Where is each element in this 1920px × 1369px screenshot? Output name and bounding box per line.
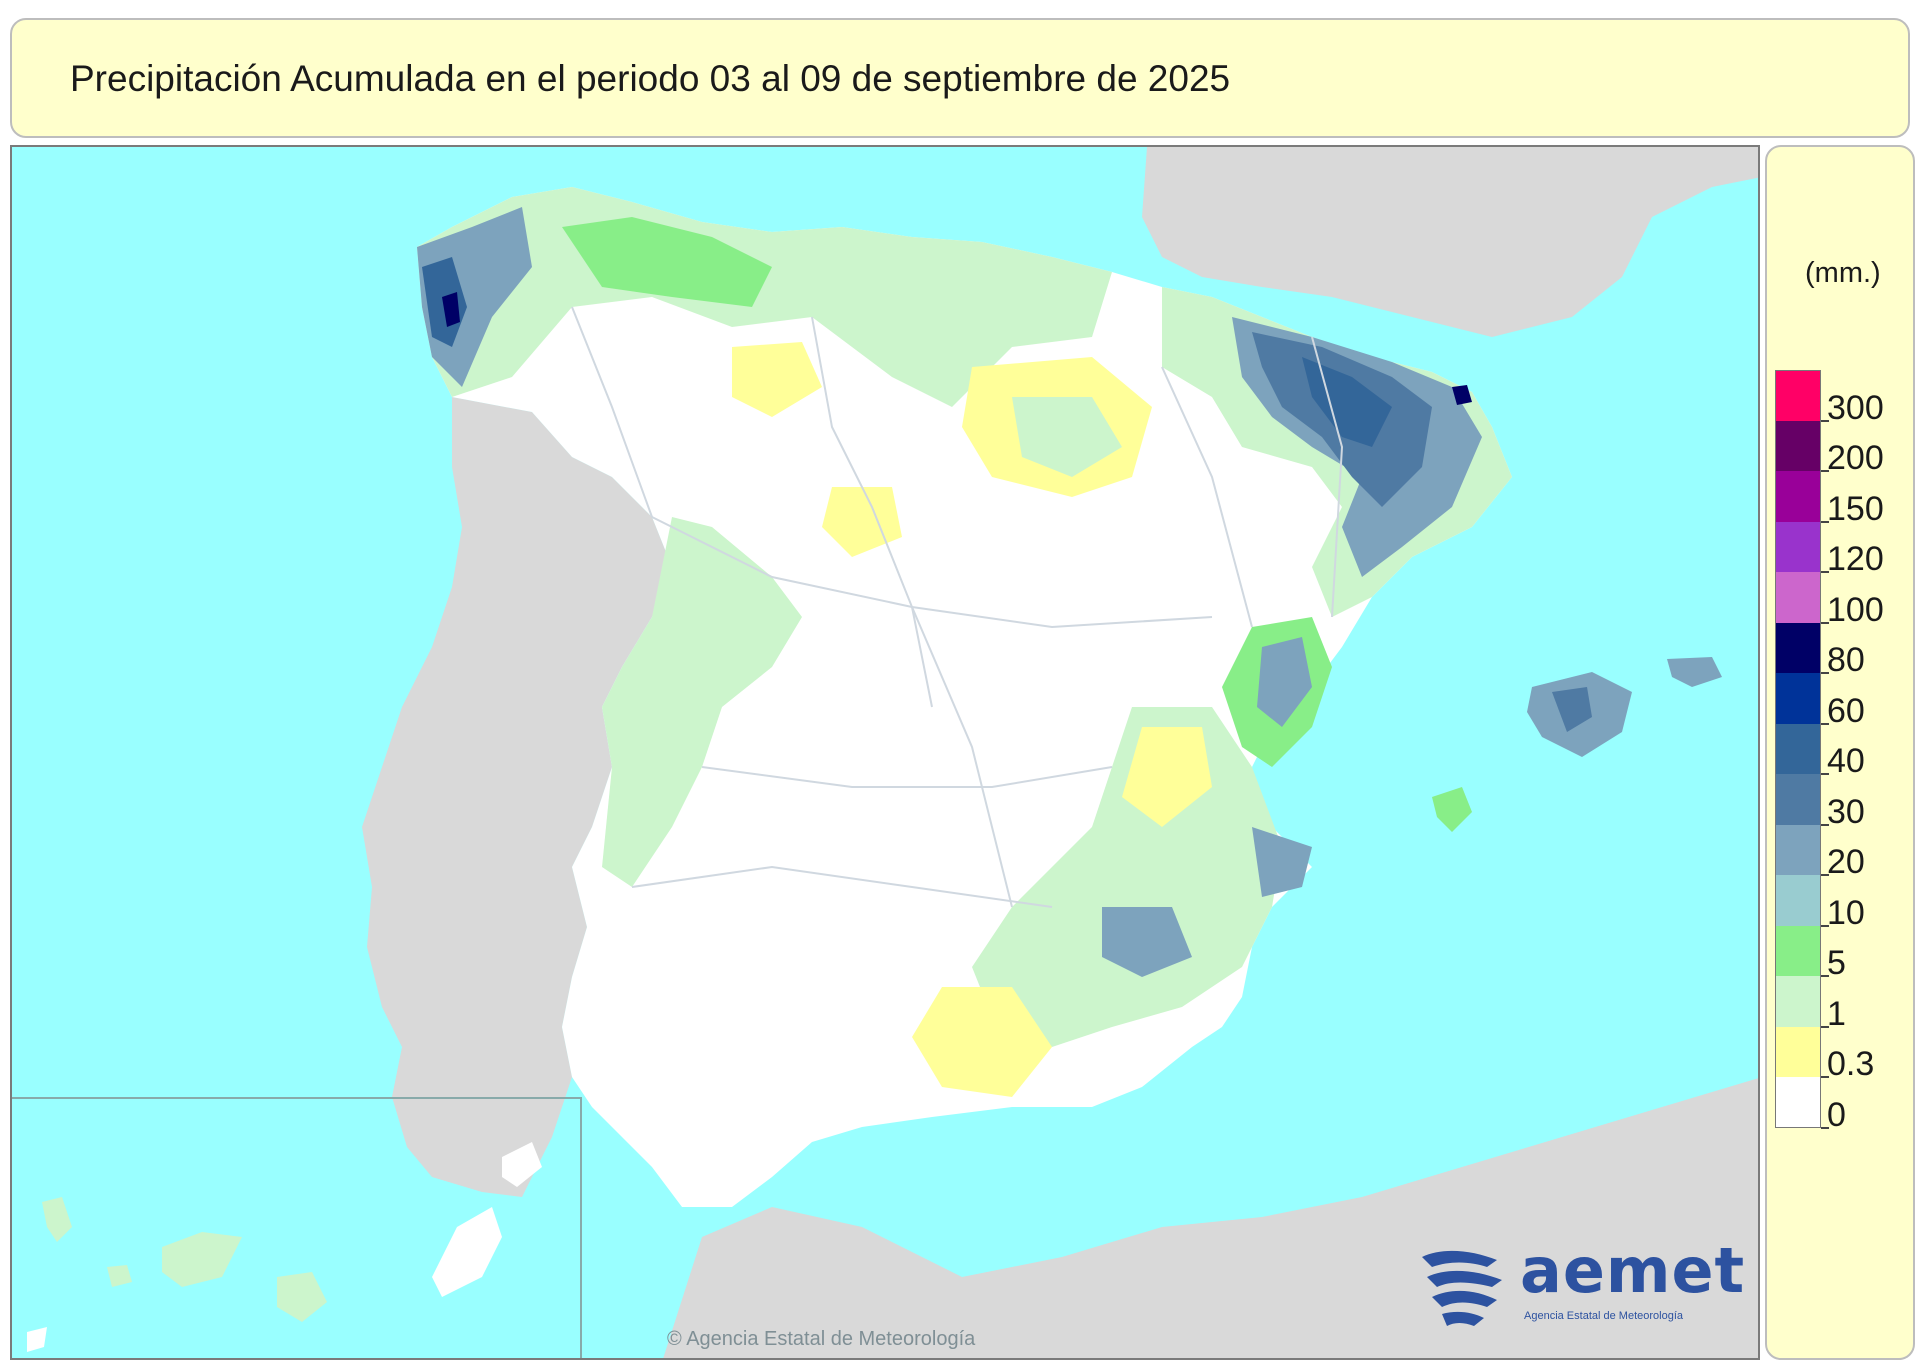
- legend-swatch: [1775, 370, 1821, 421]
- france-landmass: [1142, 147, 1758, 337]
- legend-swatch: [1775, 976, 1821, 1027]
- legend-label: 60: [1827, 691, 1865, 730]
- legend-tick: [1821, 520, 1829, 523]
- legend-tick: [1821, 571, 1829, 573]
- legend-swatch: [1775, 774, 1821, 825]
- title-bar: Precipitación Acumulada en el periodo 03…: [10, 18, 1910, 138]
- legend-swatch: [1775, 572, 1821, 623]
- zone-granada-03mm: [912, 987, 1052, 1097]
- legend-label: 100: [1827, 590, 1884, 629]
- zone-catalonia-80mm: [1452, 385, 1472, 405]
- legend-tick: [1821, 874, 1829, 876]
- legend-tick: [1821, 722, 1829, 725]
- legend-panel: (mm.) 300 200 150 120 100 80 60 40 30 20 10 5 1 0.3 0: [1765, 145, 1915, 1360]
- zone-galicia-80mm: [442, 292, 460, 327]
- legend-tick: [1821, 823, 1829, 826]
- legend-swatch: [1775, 875, 1821, 926]
- legend-tick: [1821, 975, 1829, 977]
- ibiza-island: [1432, 787, 1472, 832]
- legend-swatch: [1775, 622, 1821, 673]
- map-canvas: [12, 147, 1758, 1358]
- north-africa-landmass: [663, 1078, 1758, 1358]
- la-palma-island: [42, 1197, 72, 1242]
- legend-label: 150: [1827, 489, 1884, 528]
- legend-label: 1: [1827, 994, 1846, 1033]
- legend-label: 80: [1827, 641, 1865, 679]
- legend-swatch: [1775, 1026, 1821, 1077]
- logo-text: aemet: [1520, 1234, 1746, 1307]
- legend-swatch: [1775, 925, 1821, 976]
- zone-west-1mm: [602, 517, 802, 887]
- legend-swatch: [1775, 673, 1821, 724]
- zone-murcia-20mm: [1102, 907, 1192, 977]
- region-borders: [571, 306, 1344, 908]
- legend-label: 200: [1827, 439, 1884, 477]
- legend-label: 0: [1827, 1095, 1846, 1134]
- mallorca-30mm: [1552, 687, 1592, 732]
- zone-alicante-20mm: [1252, 827, 1312, 897]
- legend-swatch: [1775, 824, 1821, 875]
- legend-tick: [1821, 419, 1829, 422]
- legend-tick: [1821, 1076, 1829, 1078]
- legend-label: 120: [1827, 540, 1884, 578]
- legend-tick: [1821, 1025, 1829, 1028]
- copyright-text: © Agencia Estatal de Meteorología: [667, 1328, 976, 1350]
- legend-tick: [1821, 621, 1829, 624]
- legend-swatch: [1775, 723, 1821, 774]
- logo-subtitle: Agencia Estatal de Meteorología: [1524, 1310, 1683, 1322]
- precipitation-map: © Agencia Estatal de Meteorología aemet …: [10, 145, 1760, 1360]
- canary-islands-inset: [12, 1097, 582, 1358]
- zone-southeast-03mm: [1122, 727, 1212, 827]
- fuerteventura-island: [432, 1207, 502, 1297]
- legend-tick: [1821, 470, 1829, 472]
- legend-label: 40: [1827, 742, 1865, 780]
- portugal-landmass: [362, 397, 672, 1197]
- legend-label: 0.3: [1827, 1045, 1875, 1083]
- legend-label: 300: [1827, 388, 1884, 427]
- legend-swatch: [1775, 521, 1821, 572]
- zone-central-03mm: [822, 487, 902, 557]
- zone-valencia-20mm: [1257, 637, 1312, 727]
- menorca-island: [1667, 657, 1722, 687]
- el-hierro-island: [27, 1327, 47, 1352]
- gran-canaria-island: [277, 1272, 327, 1322]
- lanzarote-island: [502, 1142, 542, 1187]
- legend-tick: [1821, 672, 1829, 674]
- legend-swatch: [1775, 420, 1821, 471]
- legend-swatch: [1775, 471, 1821, 522]
- map-title: Precipitación Acumulada en el periodo 03…: [70, 58, 1231, 99]
- aemet-swirl-icon: [1422, 1250, 1502, 1326]
- legend-label: 5: [1827, 944, 1846, 982]
- zone-rioja-1mm: [1012, 397, 1122, 477]
- legend-tick: [1821, 924, 1829, 927]
- legend-tick: [1821, 773, 1829, 775]
- tenerife-island: [162, 1232, 242, 1287]
- legend-tick: [1821, 1126, 1829, 1129]
- legend-label: 30: [1827, 792, 1865, 831]
- legend-unit: (mm.): [1805, 257, 1881, 289]
- legend-label: 20: [1827, 843, 1865, 881]
- legend-swatch: [1775, 1077, 1821, 1128]
- legend-label: 10: [1827, 893, 1865, 932]
- zone-castilla-03mm: [732, 342, 822, 417]
- zone-cantabria-5mm: [562, 217, 772, 307]
- la-gomera-island: [107, 1265, 132, 1287]
- aemet-logo: aemet Agencia Estatal de Meteorología: [1412, 1234, 1752, 1337]
